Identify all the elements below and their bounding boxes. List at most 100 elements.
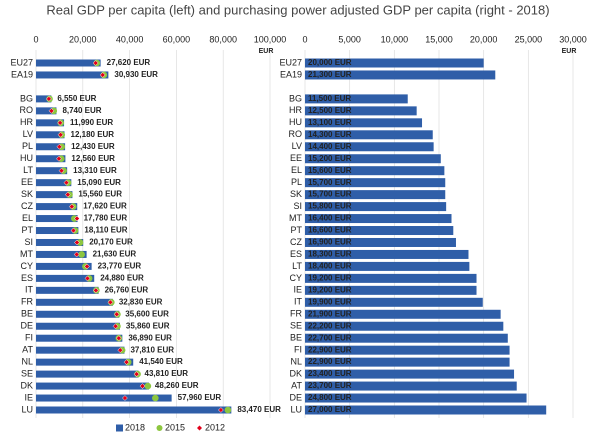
marker-2012	[99, 72, 106, 78]
y-tick-label: EA19	[11, 69, 33, 79]
x-tick-label: 15,000	[425, 34, 453, 44]
bar	[36, 358, 134, 366]
y-tick-label: BG	[20, 93, 33, 103]
data-label: 32,830 EUR	[119, 297, 163, 306]
data-label: 19,900 EUR	[308, 297, 352, 306]
bar	[305, 226, 454, 236]
bar	[36, 274, 95, 282]
data-label: 23,770 EUR	[98, 262, 142, 271]
bar	[305, 58, 484, 68]
y-tick-label: EE	[290, 153, 302, 163]
y-tick-label: SE	[290, 321, 302, 331]
y-tick-label: IT	[25, 285, 34, 295]
data-label: 30,930 EUR	[114, 70, 158, 79]
bar	[305, 261, 470, 271]
data-label: 37,810 EUR	[130, 345, 174, 354]
y-tick-label: PL	[291, 177, 302, 187]
bar	[305, 405, 547, 415]
y-tick-label: SK	[290, 189, 302, 199]
data-label: 27,000 EUR	[308, 405, 352, 414]
bar	[305, 178, 446, 188]
marker-2012	[84, 263, 90, 270]
y-tick-label: HU	[289, 117, 302, 127]
marker-2012	[58, 167, 65, 174]
data-label: 21,630 EUR	[93, 250, 137, 259]
marker-2012	[117, 347, 124, 354]
data-label: 8,740 EUR	[62, 106, 101, 115]
y-tick-label: IT	[294, 297, 303, 307]
bar	[36, 238, 84, 246]
marker-2012	[122, 395, 128, 401]
marker-2012	[113, 311, 120, 318]
x-tick-label: 5,000	[338, 34, 361, 44]
data-label: 36,890 EUR	[128, 333, 172, 342]
legend-label: 2012	[205, 422, 225, 432]
y-tick-label: RO	[289, 129, 303, 139]
data-label: 16,900 EUR	[308, 238, 352, 247]
y-tick-label: LV	[23, 129, 33, 139]
data-label: 21,300 EUR	[308, 70, 352, 79]
bar	[305, 369, 515, 379]
data-label: 21,900 EUR	[308, 309, 352, 318]
y-tick-label: SI	[24, 237, 33, 247]
data-label: 16,600 EUR	[308, 226, 352, 235]
data-label: 22,900 EUR	[308, 357, 352, 366]
x-unit: EUR	[562, 48, 577, 55]
data-label: 15,200 EUR	[308, 154, 352, 163]
legend-label: 2018	[125, 422, 145, 432]
marker-2012	[57, 131, 64, 138]
x-unit: EUR	[259, 48, 274, 55]
marker-2012	[56, 155, 62, 162]
y-tick-label: EL	[22, 213, 33, 223]
bar	[36, 107, 57, 115]
y-tick-label: DE	[20, 321, 33, 331]
y-tick-label: RO	[20, 105, 34, 115]
bar	[305, 130, 433, 140]
marker-2012	[48, 108, 55, 114]
data-label: 12,560 EUR	[71, 154, 115, 163]
bar	[36, 310, 120, 318]
bar	[36, 119, 65, 127]
y-tick-label: DK	[20, 380, 33, 390]
data-label: 41,540 EUR	[139, 357, 183, 366]
bar	[305, 393, 527, 403]
bar	[36, 370, 139, 378]
bar	[36, 406, 232, 414]
y-tick-label: DK	[289, 368, 302, 378]
y-tick-label: CZ	[290, 237, 302, 247]
bar	[36, 298, 113, 306]
y-tick-label: EL	[291, 165, 302, 175]
marker-2012	[139, 383, 146, 389]
data-label: 12,430 EUR	[71, 142, 115, 151]
bar	[36, 131, 65, 139]
y-tick-label: LT	[292, 261, 302, 271]
marker-2012	[92, 60, 99, 66]
marker-2015	[224, 406, 232, 414]
data-label: 11,990 EUR	[70, 118, 113, 127]
bar	[305, 345, 510, 355]
y-tick-label: BG	[289, 93, 302, 103]
data-label: 43,810 EUR	[145, 369, 189, 378]
marker-2015	[152, 394, 159, 402]
marker-2012	[57, 119, 63, 126]
bar	[36, 215, 78, 223]
data-label: 13,310 EUR	[73, 166, 117, 175]
y-tick-label: BE	[21, 309, 33, 319]
y-tick-label: LU	[21, 404, 33, 414]
x-tick-label: 80,000	[209, 34, 237, 44]
data-label: 15,600 EUR	[308, 166, 352, 175]
legend-swatch	[156, 425, 163, 431]
data-label: 22,900 EUR	[308, 345, 352, 354]
data-label: 19,200 EUR	[308, 273, 352, 282]
legend-swatch	[197, 425, 202, 431]
data-label: 23,700 EUR	[308, 381, 352, 390]
data-label: 27,620 EUR	[107, 58, 151, 67]
bar	[305, 70, 496, 80]
data-label: 18,400 EUR	[308, 262, 352, 271]
data-label: 22,700 EUR	[308, 333, 352, 342]
y-tick-label: CY	[20, 261, 33, 271]
y-tick-label: ES	[21, 273, 33, 283]
bar	[36, 143, 66, 151]
bar	[305, 202, 447, 212]
bar	[36, 382, 149, 390]
